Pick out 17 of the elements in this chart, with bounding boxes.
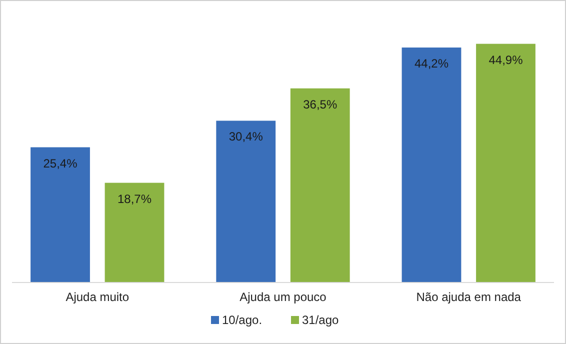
bar xyxy=(30,147,90,282)
legend-label: 31/ago xyxy=(302,313,340,327)
data-label: 25,4% xyxy=(43,156,78,170)
x-tick-label: Ajuda um pouco xyxy=(240,290,327,304)
x-tick-label: Ajuda muito xyxy=(66,290,130,304)
legend-label: 10/ago. xyxy=(222,313,262,327)
data-label: 18,7% xyxy=(117,192,152,206)
bar xyxy=(476,44,536,282)
bar xyxy=(290,88,350,282)
bar xyxy=(402,48,462,282)
data-label: 36,5% xyxy=(303,97,338,112)
x-tick-label: Não ajuda em nada xyxy=(416,290,522,304)
bar xyxy=(216,120,276,282)
data-label: 44,9% xyxy=(488,52,524,67)
data-label: 30,4% xyxy=(228,130,264,144)
bar xyxy=(104,182,164,282)
data-label: 44,2% xyxy=(414,56,449,71)
